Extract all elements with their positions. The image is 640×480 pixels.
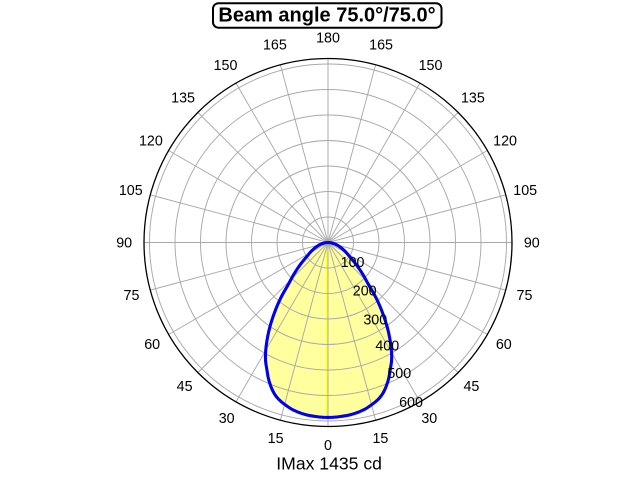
svg-text:45: 45 [463, 379, 479, 395]
svg-text:180: 180 [316, 30, 340, 46]
svg-text:100: 100 [341, 255, 365, 271]
svg-text:75: 75 [124, 288, 140, 304]
svg-text:165: 165 [369, 37, 393, 53]
svg-text:200: 200 [353, 284, 377, 300]
svg-text:60: 60 [496, 337, 512, 353]
svg-text:105: 105 [513, 183, 537, 199]
svg-text:90: 90 [116, 236, 132, 252]
svg-text:120: 120 [493, 133, 517, 149]
svg-text:150: 150 [214, 58, 238, 74]
svg-text:500: 500 [387, 366, 411, 382]
svg-text:IMax 1435 cd: IMax 1435 cd [276, 454, 382, 474]
svg-text:150: 150 [419, 58, 443, 74]
svg-text:15: 15 [268, 431, 284, 447]
svg-text:135: 135 [461, 91, 485, 107]
svg-text:600: 600 [399, 395, 423, 411]
svg-text:120: 120 [139, 133, 163, 149]
svg-text:Beam angle 75.0°/75.0°: Beam angle 75.0°/75.0° [218, 4, 435, 26]
svg-text:75: 75 [517, 288, 533, 304]
svg-text:15: 15 [372, 431, 388, 447]
svg-text:90: 90 [524, 236, 540, 252]
svg-text:105: 105 [119, 183, 143, 199]
svg-text:135: 135 [171, 91, 195, 107]
svg-text:45: 45 [177, 379, 193, 395]
svg-text:0: 0 [324, 438, 332, 454]
svg-text:300: 300 [363, 313, 387, 329]
svg-text:400: 400 [375, 339, 399, 355]
svg-text:30: 30 [421, 411, 437, 427]
svg-text:165: 165 [263, 37, 287, 53]
svg-text:30: 30 [219, 411, 235, 427]
svg-text:60: 60 [144, 337, 160, 353]
